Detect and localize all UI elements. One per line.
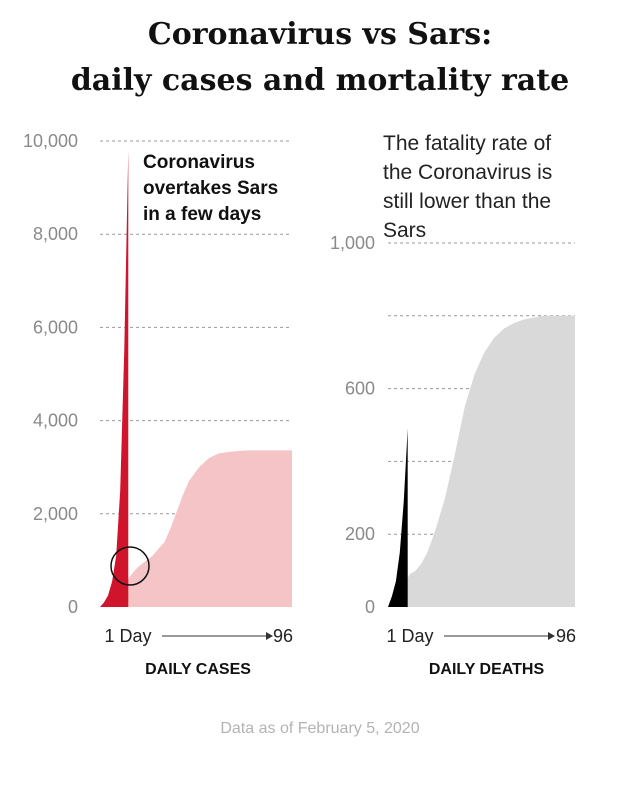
x-axis-arrow-head (266, 632, 273, 640)
x-axis-label: DAILY CASES (145, 661, 251, 678)
y-tick-label: 1,000 (330, 233, 375, 253)
y-tick-label: 10,000 (23, 131, 78, 151)
daily-deaths-chart: 0 200 600 1,000 The fatality rate of the Coro… (330, 132, 576, 678)
y-tick-label: 8,000 (33, 224, 78, 244)
annotation-line: Sars (383, 219, 426, 242)
y-tick-label: 600 (345, 379, 375, 399)
annotation-line: overtakes Sars (143, 178, 278, 199)
y-tick-label: 4,000 (33, 411, 78, 431)
annotation-line: The fatality rate of (383, 132, 551, 155)
title-line-1: Coronavirus vs Sars: (147, 17, 493, 52)
y-tick-label: 2,000 (33, 504, 78, 524)
x-end-label: 96 (556, 626, 576, 646)
annotation-line: still lower than the (383, 190, 551, 213)
annotation-line: Coronavirus (143, 152, 255, 173)
annotation-line: in a few days (143, 204, 261, 225)
x-axis-arrow-head (548, 632, 555, 640)
data-date-note: Data as of February 5, 2020 (220, 720, 420, 737)
coronavirus-area (100, 150, 129, 607)
x-start-label: 1 Day (386, 626, 433, 646)
crossover-highlight-circle (110, 546, 150, 586)
title-line-2: daily cases and mortality rate (70, 63, 570, 98)
annotation-line: the Coronavirus is (383, 161, 552, 184)
y-tick-label: 6,000 (33, 317, 78, 337)
x-start-label: 1 Day (104, 626, 151, 646)
chart-annotation: Coronavirus overtakes Sars in a few days (143, 152, 278, 225)
chart-title: Coronavirus vs Sars: daily cases and mor… (0, 12, 640, 104)
coronavirus-area (388, 428, 408, 607)
sars-area (100, 450, 292, 607)
x-axis-label: DAILY DEATHS (429, 661, 545, 678)
chart-annotation: The fatality rate of the Coronavirus is st… (383, 132, 552, 242)
x-end-label: 96 (273, 626, 293, 646)
y-tick-label: 200 (345, 524, 375, 544)
y-tick-label: 0 (365, 597, 375, 617)
y-tick-label: 0 (68, 597, 78, 617)
daily-cases-chart: 0 2,000 4,000 6,000 8,000 10,000 Coronavirus ov… (23, 131, 293, 678)
sars-area (388, 315, 575, 607)
